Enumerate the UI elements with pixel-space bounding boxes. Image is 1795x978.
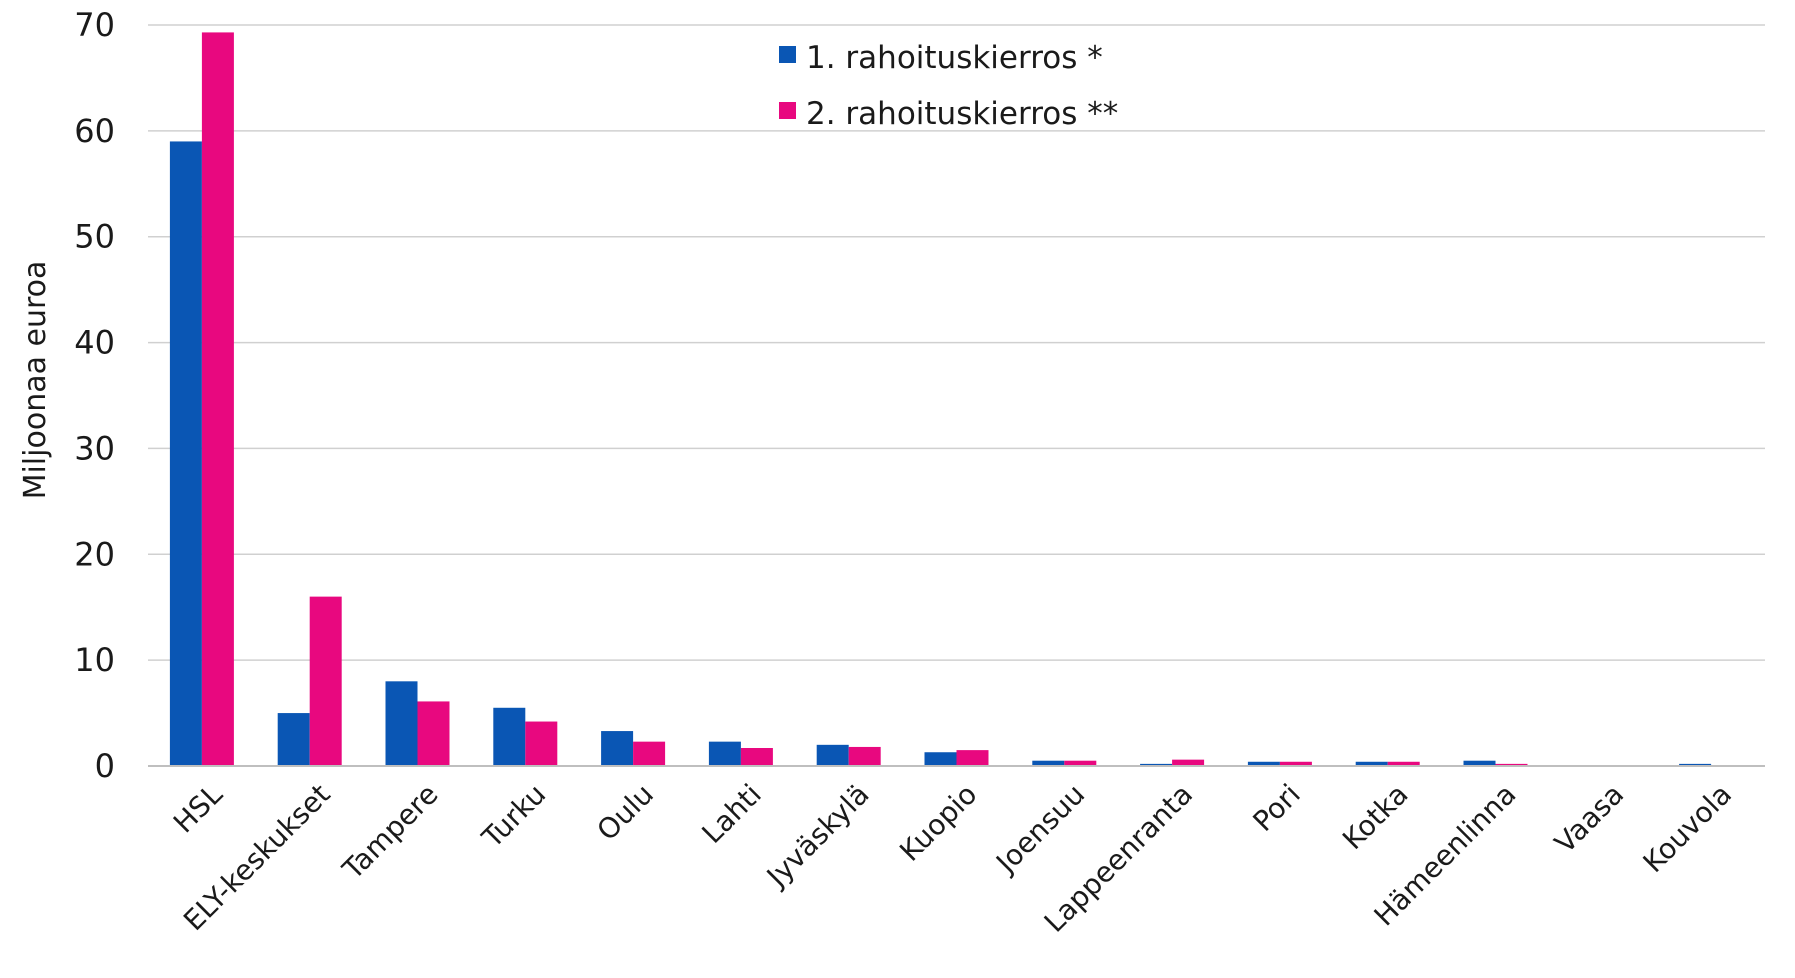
bar-series-2 xyxy=(633,741,666,766)
bar-series-2 xyxy=(417,701,450,766)
bar-series-1 xyxy=(169,141,202,766)
x-tick-label: Turku xyxy=(475,778,552,855)
bar-series-1 xyxy=(1140,763,1173,766)
x-tick-label: Joensuu xyxy=(988,778,1091,881)
bar-series-2 xyxy=(1387,761,1420,766)
bar-series-2 xyxy=(309,596,342,766)
x-tick-label: HSL xyxy=(167,777,229,839)
bar-series-1 xyxy=(601,731,634,766)
bar-series-1 xyxy=(277,713,310,766)
y-tick-label: 0 xyxy=(95,747,115,785)
bar-series-2 xyxy=(201,32,234,767)
bar-series-2 xyxy=(1495,763,1528,766)
y-tick-label: 20 xyxy=(74,535,115,573)
y-axis-ticks: 0 10 20 30 40 50 60 70 xyxy=(74,6,115,785)
bar-series-2 xyxy=(956,750,989,766)
bar-series-2 xyxy=(525,721,558,766)
bar-series-1 xyxy=(1679,763,1712,766)
x-tick-label: Kouvola xyxy=(1637,778,1738,879)
x-tick-label: Lahti xyxy=(696,778,768,850)
x-tick-label: Kuopio xyxy=(893,778,983,868)
bar-series-2 xyxy=(740,748,773,766)
legend-label-series-1: 1. rahoituskierros * xyxy=(806,40,1103,76)
legend-swatch-series-1 xyxy=(779,46,796,63)
bar-series-1 xyxy=(385,681,418,766)
y-tick-label: 70 xyxy=(74,6,115,44)
bar-series-1 xyxy=(1463,760,1496,766)
x-tick-label: Oulu xyxy=(591,778,661,848)
bar-series-1 xyxy=(1032,760,1065,766)
bar-series-1 xyxy=(816,744,849,766)
legend-label-series-2: 2. rahoituskierros ** xyxy=(806,96,1118,132)
legend-swatch-series-2 xyxy=(779,102,796,119)
bar-series-1 xyxy=(493,707,526,766)
x-tick-label: Kotka xyxy=(1336,778,1414,856)
x-tick-label: Vaasa xyxy=(1548,778,1630,860)
y-tick-label: 60 xyxy=(74,112,115,150)
gridlines xyxy=(148,24,1765,661)
bar-series-2 xyxy=(1172,759,1205,766)
bar-series-1 xyxy=(924,752,957,766)
x-tick-label: Jyväskylä xyxy=(759,778,876,895)
y-tick-label: 30 xyxy=(74,429,115,467)
bars xyxy=(169,32,1712,767)
bar-series-1 xyxy=(1247,761,1280,766)
bar-series-1 xyxy=(1355,761,1388,766)
legend: 1. rahoituskierros * 2. rahoituskierros … xyxy=(779,40,1118,132)
bar-series-2 xyxy=(848,746,881,766)
bar-series-1 xyxy=(708,741,741,766)
y-tick-label: 10 xyxy=(74,641,115,679)
y-tick-label: 50 xyxy=(74,218,115,256)
x-tick-label: Tampere xyxy=(336,778,445,887)
bar-series-2 xyxy=(1279,761,1312,766)
x-tick-label: Pori xyxy=(1247,778,1307,838)
bar-series-2 xyxy=(1064,760,1097,766)
y-tick-label: 40 xyxy=(74,324,115,362)
y-axis-label: Miljoonaa euroa xyxy=(18,261,53,500)
